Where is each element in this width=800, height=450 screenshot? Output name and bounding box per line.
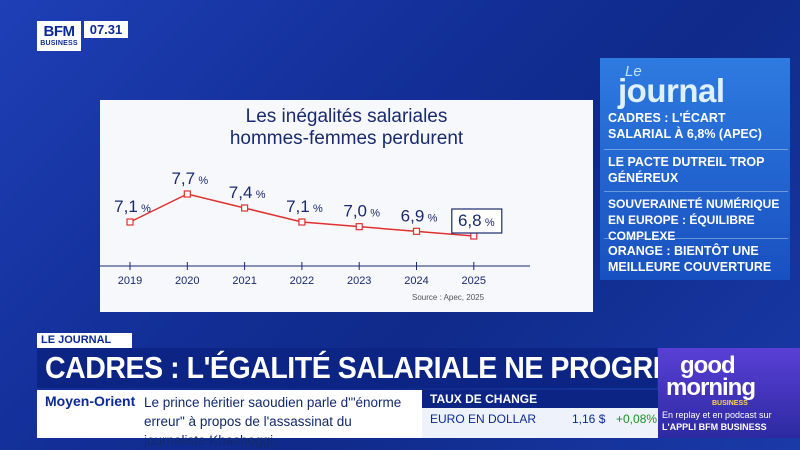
fx-name: EURO EN DOLLAR <box>430 412 537 426</box>
unit-label: % <box>428 212 438 224</box>
x-tick-label: 2025 <box>462 275 486 287</box>
ticker-label: Moyen-Orient <box>45 393 136 409</box>
x-tick-label: 2022 <box>290 275 314 287</box>
journal-le: Le <box>625 63 642 80</box>
chart-title-line1: Les inégalités salariales <box>245 106 448 127</box>
highlight-box <box>451 208 503 234</box>
unit-label: % <box>141 203 151 215</box>
unit-label: % <box>198 175 208 187</box>
value-label: 7,7 <box>171 169 195 188</box>
time-display: 07.31 <box>84 21 128 38</box>
journal-title: journal <box>618 72 725 109</box>
chart-title-line2: hommes-femmes perdurent <box>229 128 464 149</box>
x-tick-label: 2021 <box>232 275 256 287</box>
promo-morning: morning <box>666 374 756 401</box>
data-point <box>126 218 134 226</box>
ticker-text: Le prince héritier saoudien parle d'"éno… <box>144 395 402 448</box>
journal-item: SOUVERAINETÉ NUMÉRIQUE EN EUROPE : ÉQUIL… <box>604 191 788 244</box>
unit-label: % <box>313 203 323 215</box>
journal-item: CADRES : L'ÉCART SALARIAL À 6,8% (APEC) <box>608 111 762 141</box>
x-tick-label: 2019 <box>118 275 142 287</box>
logo-top-text: BFM <box>43 22 76 40</box>
bfm-business-logo: BFM BUSINESS <box>37 21 81 51</box>
value-label: 7,1 <box>114 197 138 216</box>
journal-panel: Le journal CADRES : L'ÉCART SALARIAL À 6… <box>600 58 790 280</box>
value-label: 7,0 <box>343 202 367 221</box>
x-tick-label: 2024 <box>404 275 428 287</box>
promo-subtitle: En replay et en podcast sur <box>662 410 772 420</box>
unit-label: % <box>256 189 266 201</box>
data-point <box>241 204 249 212</box>
promo-app: L'APPLI BFM BUSINESS <box>662 422 767 432</box>
x-tick-label: 2020 <box>175 275 199 287</box>
salary-gap-chart: 2019 7,1 % 2020 7,7 % 2021 7,4 % 2022 7,1 % 2023 7,0%… <box>100 169 530 287</box>
news-ticker: Moyen-Orient Le prince héritier saoudien… <box>37 390 422 448</box>
headline-bar <box>37 348 657 388</box>
promo-good: good <box>680 352 736 379</box>
value-label: 6,9 <box>401 206 425 225</box>
value-label: 7,1 <box>286 197 310 216</box>
fx-value: 1,16 $ <box>572 412 606 426</box>
chart-source: Source : Apec, 2025 <box>412 293 485 302</box>
unit-label: % <box>485 217 495 229</box>
journal-item: ORANGE : BIENTÔT UNE MEILLEURE COUVERTUR… <box>604 238 788 275</box>
value-label: 6,8 <box>458 211 482 230</box>
section-tag: LE JOURNAL <box>37 333 132 348</box>
fx-change: +0,08% <box>616 412 658 426</box>
value-label: 7,4 <box>229 183 253 202</box>
data-point <box>298 218 306 226</box>
fx-title: TAUX DE CHANGE <box>422 390 658 408</box>
promo-business: BUSINESS <box>712 400 748 407</box>
data-point <box>355 223 363 231</box>
x-tick-label: 2023 <box>347 275 371 287</box>
data-point <box>183 190 191 198</box>
exchange-rate-box: TAUX DE CHANGE EURO EN DOLLAR 1,16 $ +0,… <box>422 390 658 438</box>
logo-bottom-text: BUSINESS <box>40 39 78 47</box>
journal-item: LE PACTE DUTREIL TROP GÉNÉREUX <box>604 149 788 186</box>
unit-label: % <box>370 208 380 220</box>
good-morning-promo: good morning BUSINESS En replay et en po… <box>658 348 800 438</box>
data-point <box>412 227 421 235</box>
data-point <box>470 232 478 240</box>
chart-panel: Les inégalités salariales hommes-femmes … <box>100 100 593 312</box>
